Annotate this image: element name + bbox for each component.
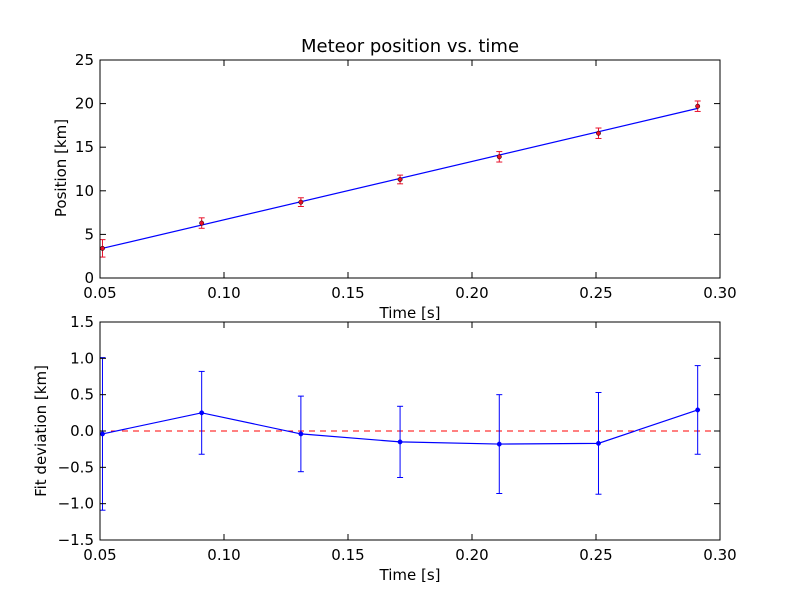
position-x-tick-label: 0.10 bbox=[207, 284, 240, 302]
position-plot: Meteor position vs. time Time [s] Positi… bbox=[52, 36, 737, 322]
deviation-y-tick-label: 0.0 bbox=[70, 422, 94, 440]
deviation-plot-x-axis-label: Time [s] bbox=[379, 566, 441, 584]
position-x-tick-label: 0.30 bbox=[703, 284, 736, 302]
position-x-tick-label: 0.05 bbox=[83, 284, 116, 302]
deviation-data-point bbox=[496, 441, 502, 447]
position-data-layer bbox=[100, 100, 701, 258]
deviation-x-tick-label: 0.15 bbox=[331, 546, 364, 564]
deviation-plot-y-axis-label: Fit deviation [km] bbox=[32, 365, 50, 497]
deviation-data-point bbox=[397, 439, 403, 445]
position-data-point bbox=[596, 130, 601, 136]
position-x-tick-label: 0.20 bbox=[455, 284, 488, 302]
position-y-tick-label: 25 bbox=[75, 51, 94, 69]
deviation-plot-area: 0.05 0.10 0.15 0.20 0.25 0.30 −1.5 −1.0 −0.5 0.0 0… bbox=[58, 313, 737, 564]
position-plot-y-axis-label: Position [km] bbox=[52, 119, 70, 217]
deviation-y-tick-label: 0.5 bbox=[70, 386, 94, 404]
deviation-data-layer bbox=[100, 357, 720, 511]
position-plot-area: 0.05 0.10 0.15 0.20 0.25 0.30 0 5 10 15 20 25 bbox=[75, 51, 737, 302]
position-plot-frame bbox=[99, 59, 721, 279]
deviation-data-point bbox=[100, 431, 105, 437]
position-data-point bbox=[397, 177, 403, 182]
deviation-x-tick-label: 0.10 bbox=[207, 546, 240, 564]
deviation-x-tick-label: 0.20 bbox=[455, 546, 488, 564]
position-data-point bbox=[298, 199, 304, 205]
deviation-y-tick-label: 1.5 bbox=[70, 313, 94, 331]
deviation-plot-frame bbox=[99, 321, 721, 541]
position-x-tick-label: 0.15 bbox=[331, 284, 364, 302]
position-plot-title: Meteor position vs. time bbox=[301, 36, 519, 57]
position-y-tick-label: 10 bbox=[75, 182, 94, 200]
deviation-x-tick-label: 0.25 bbox=[579, 546, 612, 564]
deviation-data-point bbox=[596, 440, 601, 446]
position-data-point bbox=[695, 103, 701, 109]
position-data-point bbox=[199, 220, 205, 226]
deviation-data-point bbox=[298, 431, 304, 437]
deviation-y-tick-label: −1.0 bbox=[58, 495, 94, 513]
position-y-tick-label: 20 bbox=[75, 95, 94, 113]
position-y-tick-label: 5 bbox=[84, 225, 94, 243]
deviation-x-tick-label: 0.30 bbox=[703, 546, 736, 564]
position-y-tick-label: 15 bbox=[75, 138, 94, 156]
position-plot-x-axis-label: Time [s] bbox=[379, 304, 441, 322]
position-x-tick-label: 0.25 bbox=[579, 284, 612, 302]
position-y-tick-label: 0 bbox=[84, 269, 94, 287]
deviation-data-point bbox=[695, 407, 701, 413]
deviation-y-tick-label: −1.5 bbox=[58, 531, 94, 549]
position-data-point bbox=[100, 245, 105, 251]
deviation-data-point bbox=[199, 410, 205, 416]
position-data-point bbox=[496, 154, 502, 160]
deviation-y-tick-label: 1.0 bbox=[70, 349, 94, 367]
deviation-y-tick-label: −0.5 bbox=[58, 458, 94, 476]
deviation-plot: Time [s] Fit deviation [km] 0.05 0.10 0.15… bbox=[32, 313, 737, 584]
deviation-x-tick-label: 0.05 bbox=[83, 546, 116, 564]
